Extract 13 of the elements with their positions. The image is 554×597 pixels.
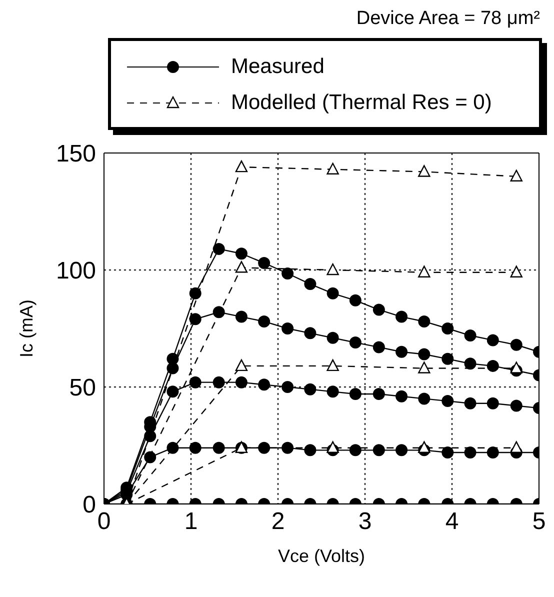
- y-tick-label: 50: [69, 374, 96, 402]
- y-tick-label: 100: [56, 258, 96, 285]
- text: Device Area = 78 μm²: [355, 8, 541, 31]
- x-tick-label: 5: [532, 508, 546, 536]
- y-tick-label: 150: [56, 140, 96, 168]
- x-axis-title: Vce (Volts): [278, 546, 366, 566]
- x-tick-label: 1: [184, 508, 198, 536]
- legend-label: Modelled (Thermal Res = 0): [231, 91, 492, 115]
- x-tick-label: 4: [445, 508, 459, 536]
- x-tick-label: 2: [271, 508, 285, 536]
- legend-label: Measured: [231, 55, 324, 79]
- x-tick-label: 3: [358, 508, 372, 536]
- y-axis-title: Ic (mA): [16, 300, 36, 358]
